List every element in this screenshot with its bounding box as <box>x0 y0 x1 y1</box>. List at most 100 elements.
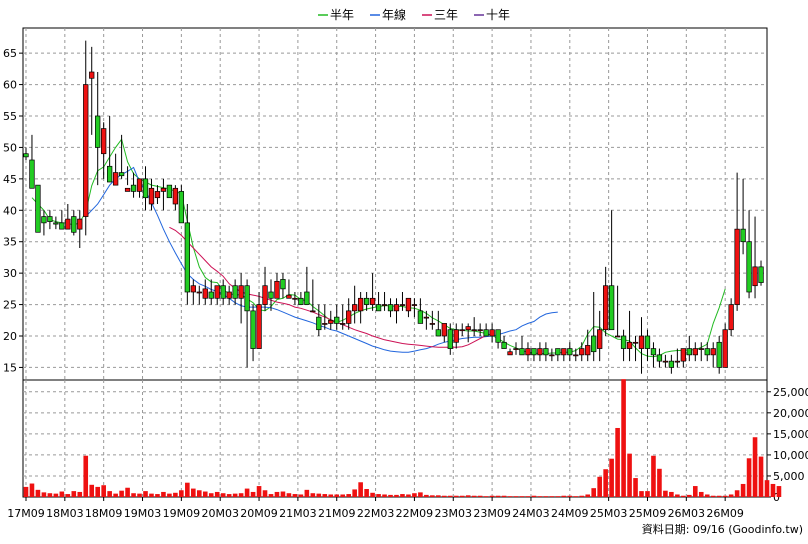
volume-tick-label: 25,000 <box>773 386 808 399</box>
candle-body <box>722 329 728 368</box>
volume-bar <box>776 486 782 497</box>
candle-body <box>328 319 334 324</box>
candle-body <box>579 348 585 356</box>
candle-body <box>549 354 555 357</box>
candle-body <box>447 329 453 349</box>
candle-body <box>250 310 256 349</box>
price-tick-label: 55 <box>3 110 17 123</box>
candle-body <box>369 297 376 305</box>
volume-bar <box>453 495 459 497</box>
candle-body <box>124 187 131 192</box>
candle-body <box>238 285 244 299</box>
volume-bar <box>728 494 734 497</box>
volume-bar <box>202 491 208 497</box>
volume-bar <box>173 492 178 497</box>
volume-bar <box>704 494 710 497</box>
candle-body <box>89 71 95 79</box>
volume-bar <box>340 494 346 497</box>
volume-bar <box>740 483 746 497</box>
candle-body <box>555 348 561 356</box>
x-tick-label: 17M09 <box>7 507 45 520</box>
volume-tick-label: 5,000 <box>773 470 805 483</box>
candle-body <box>256 304 262 349</box>
volume-tick-label: 15,000 <box>773 428 808 441</box>
x-axis: 17M09 18M03 18M09 19M03 19M09 20M03 20M09 21M03… <box>7 497 744 520</box>
ma-line-三年 <box>169 226 487 348</box>
candle-body <box>23 153 29 158</box>
candle-body <box>728 304 734 331</box>
volume-bar <box>507 496 513 497</box>
candle-body <box>603 285 609 331</box>
volume-bar <box>59 491 65 497</box>
volume-bar <box>262 490 268 497</box>
candle-body <box>543 348 549 356</box>
volume-bar <box>591 488 596 497</box>
volume-bar <box>143 491 148 497</box>
volume-bar <box>430 495 435 497</box>
volume-bar <box>334 494 340 497</box>
volume-bar <box>710 495 716 497</box>
candle-body <box>208 291 214 299</box>
volume-bar <box>364 489 369 497</box>
candle-body <box>638 335 645 349</box>
volume-bar <box>537 496 543 497</box>
candle-body <box>59 222 65 230</box>
volume-bar <box>669 491 674 497</box>
legend-label: 年線 <box>382 7 406 22</box>
volume-panel: 0 5,000 10,000 15,000 20,000 25,000 <box>22 379 808 504</box>
candle-body <box>292 297 298 300</box>
volume-bar <box>531 495 537 497</box>
volume-bar <box>722 495 728 497</box>
candle-body <box>381 304 388 306</box>
volume-bar <box>23 486 29 497</box>
volume-bar <box>322 494 328 497</box>
volume-bar <box>573 496 579 497</box>
candle-body <box>483 329 489 337</box>
volume-bar <box>519 496 525 497</box>
candle-body <box>244 285 250 312</box>
candle-body <box>298 297 304 305</box>
volume-bar <box>675 494 680 497</box>
price-tick-label: 50 <box>3 141 17 154</box>
legend: 半年 年線 三年 十年 <box>318 7 510 22</box>
volume-bar <box>185 482 190 497</box>
volume-bar <box>89 484 95 497</box>
x-tick-label: 22M03 <box>357 507 395 520</box>
price-tick-label: 65 <box>3 47 17 60</box>
candle-body <box>148 187 155 205</box>
x-tick-label: 25M03 <box>590 507 628 520</box>
volume-bar <box>107 491 112 497</box>
volume-bar <box>155 494 160 497</box>
candle-body <box>71 216 77 233</box>
candle-body <box>268 291 274 299</box>
candle-body <box>680 348 686 362</box>
candle-body <box>656 354 663 362</box>
price-tick-label: 30 <box>3 267 17 280</box>
volume-tick-label: 20,000 <box>773 407 808 420</box>
candle-body <box>35 184 41 233</box>
volume-bar <box>585 494 591 497</box>
volume-bar <box>603 469 608 497</box>
candle-body <box>95 115 101 148</box>
volume-bar <box>567 495 573 497</box>
footnote: 資料日期: 09/16 (Goodinfo.tw) <box>642 522 803 536</box>
volume-bar <box>41 492 47 497</box>
x-tick-label: 18M09 <box>85 507 123 520</box>
volume-bar <box>119 490 124 497</box>
volume-bar <box>352 489 357 497</box>
candle-body <box>668 360 675 368</box>
x-tick-label: 21M09 <box>318 507 356 520</box>
candle-body <box>740 228 746 243</box>
candle-body <box>47 216 53 222</box>
volume-bar <box>65 494 71 497</box>
volume-bar <box>645 491 650 497</box>
candle-body <box>334 316 340 324</box>
candle-body <box>41 216 47 224</box>
volume-bar <box>131 493 136 497</box>
volume-bar <box>179 490 184 497</box>
volume-bar <box>746 458 752 497</box>
volume-tick-label: 0 <box>773 491 780 504</box>
volume-bar <box>346 494 351 497</box>
candle-body <box>190 285 196 293</box>
